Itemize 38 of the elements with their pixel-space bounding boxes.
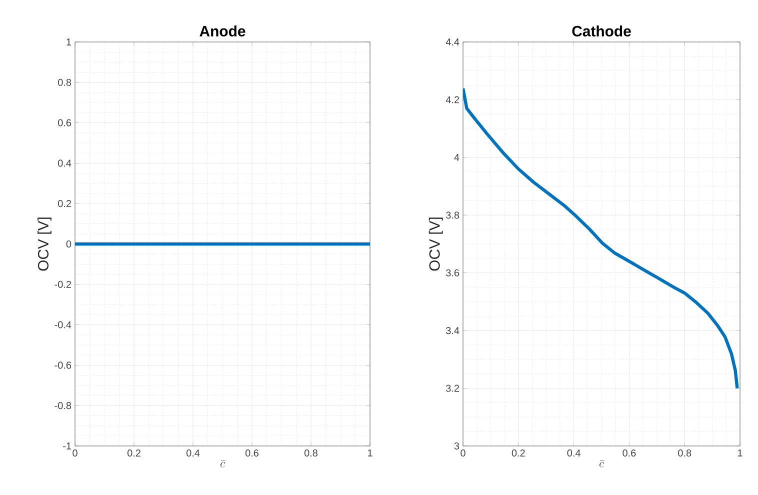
y-axis-title: OCV [V] xyxy=(38,218,52,271)
x-tick-label: 1 xyxy=(738,450,742,456)
x-tick-label: 0.8 xyxy=(304,450,318,457)
x-tick-label: 0 xyxy=(72,450,78,457)
chart-title: Anode xyxy=(200,26,246,36)
x-tick-label: 1 xyxy=(368,450,372,456)
y-tick-label: 4 xyxy=(454,154,460,161)
y-tick-label: 0.4 xyxy=(58,160,72,167)
y-tick-label: -1 xyxy=(63,442,72,450)
x-axis-title: $\bar{c}$ xyxy=(599,460,604,468)
y-tick-label: 0 xyxy=(66,240,72,248)
chart-title: Cathode xyxy=(572,26,631,36)
y-tick-label: 0.8 xyxy=(58,78,72,86)
y-tick-label: 3.6 xyxy=(446,269,460,276)
x-tick-label: 0.2 xyxy=(127,450,140,457)
y-tick-label: 1 xyxy=(66,38,72,46)
y-tick-label: 3.4 xyxy=(446,327,460,334)
y-tick-label: 4.4 xyxy=(446,38,460,46)
x-tick-label: 0.6 xyxy=(245,450,258,457)
y-tick-label: 0.2 xyxy=(58,200,71,208)
y-tick-label: -0.8 xyxy=(54,402,72,410)
line-series xyxy=(463,86,739,390)
y-tick-label: 3.2 xyxy=(446,384,459,392)
y-tick-label: 3.8 xyxy=(446,212,460,219)
y-tick-label: 3 xyxy=(454,442,460,450)
x-tick-label: 0.2 xyxy=(512,450,525,457)
x-tick-label: 0 xyxy=(460,450,466,457)
y-tick-label: -0.2 xyxy=(54,280,71,288)
x-tick-label: 0.4 xyxy=(186,450,200,457)
y-tick-label: -0.4 xyxy=(54,321,72,328)
y-tick-label: -0.6 xyxy=(54,362,72,369)
x-axis-title: $\bar{c}$ xyxy=(220,460,226,468)
x-tick-label: 0.8 xyxy=(678,450,692,457)
x-tick-label: 0.4 xyxy=(567,450,580,457)
y-axis-title: OCV [V] xyxy=(428,218,443,271)
y-tick-label: 0.6 xyxy=(58,119,72,126)
x-tick-label: 0.6 xyxy=(622,450,636,457)
y-tick-label: 4.2 xyxy=(446,96,459,104)
